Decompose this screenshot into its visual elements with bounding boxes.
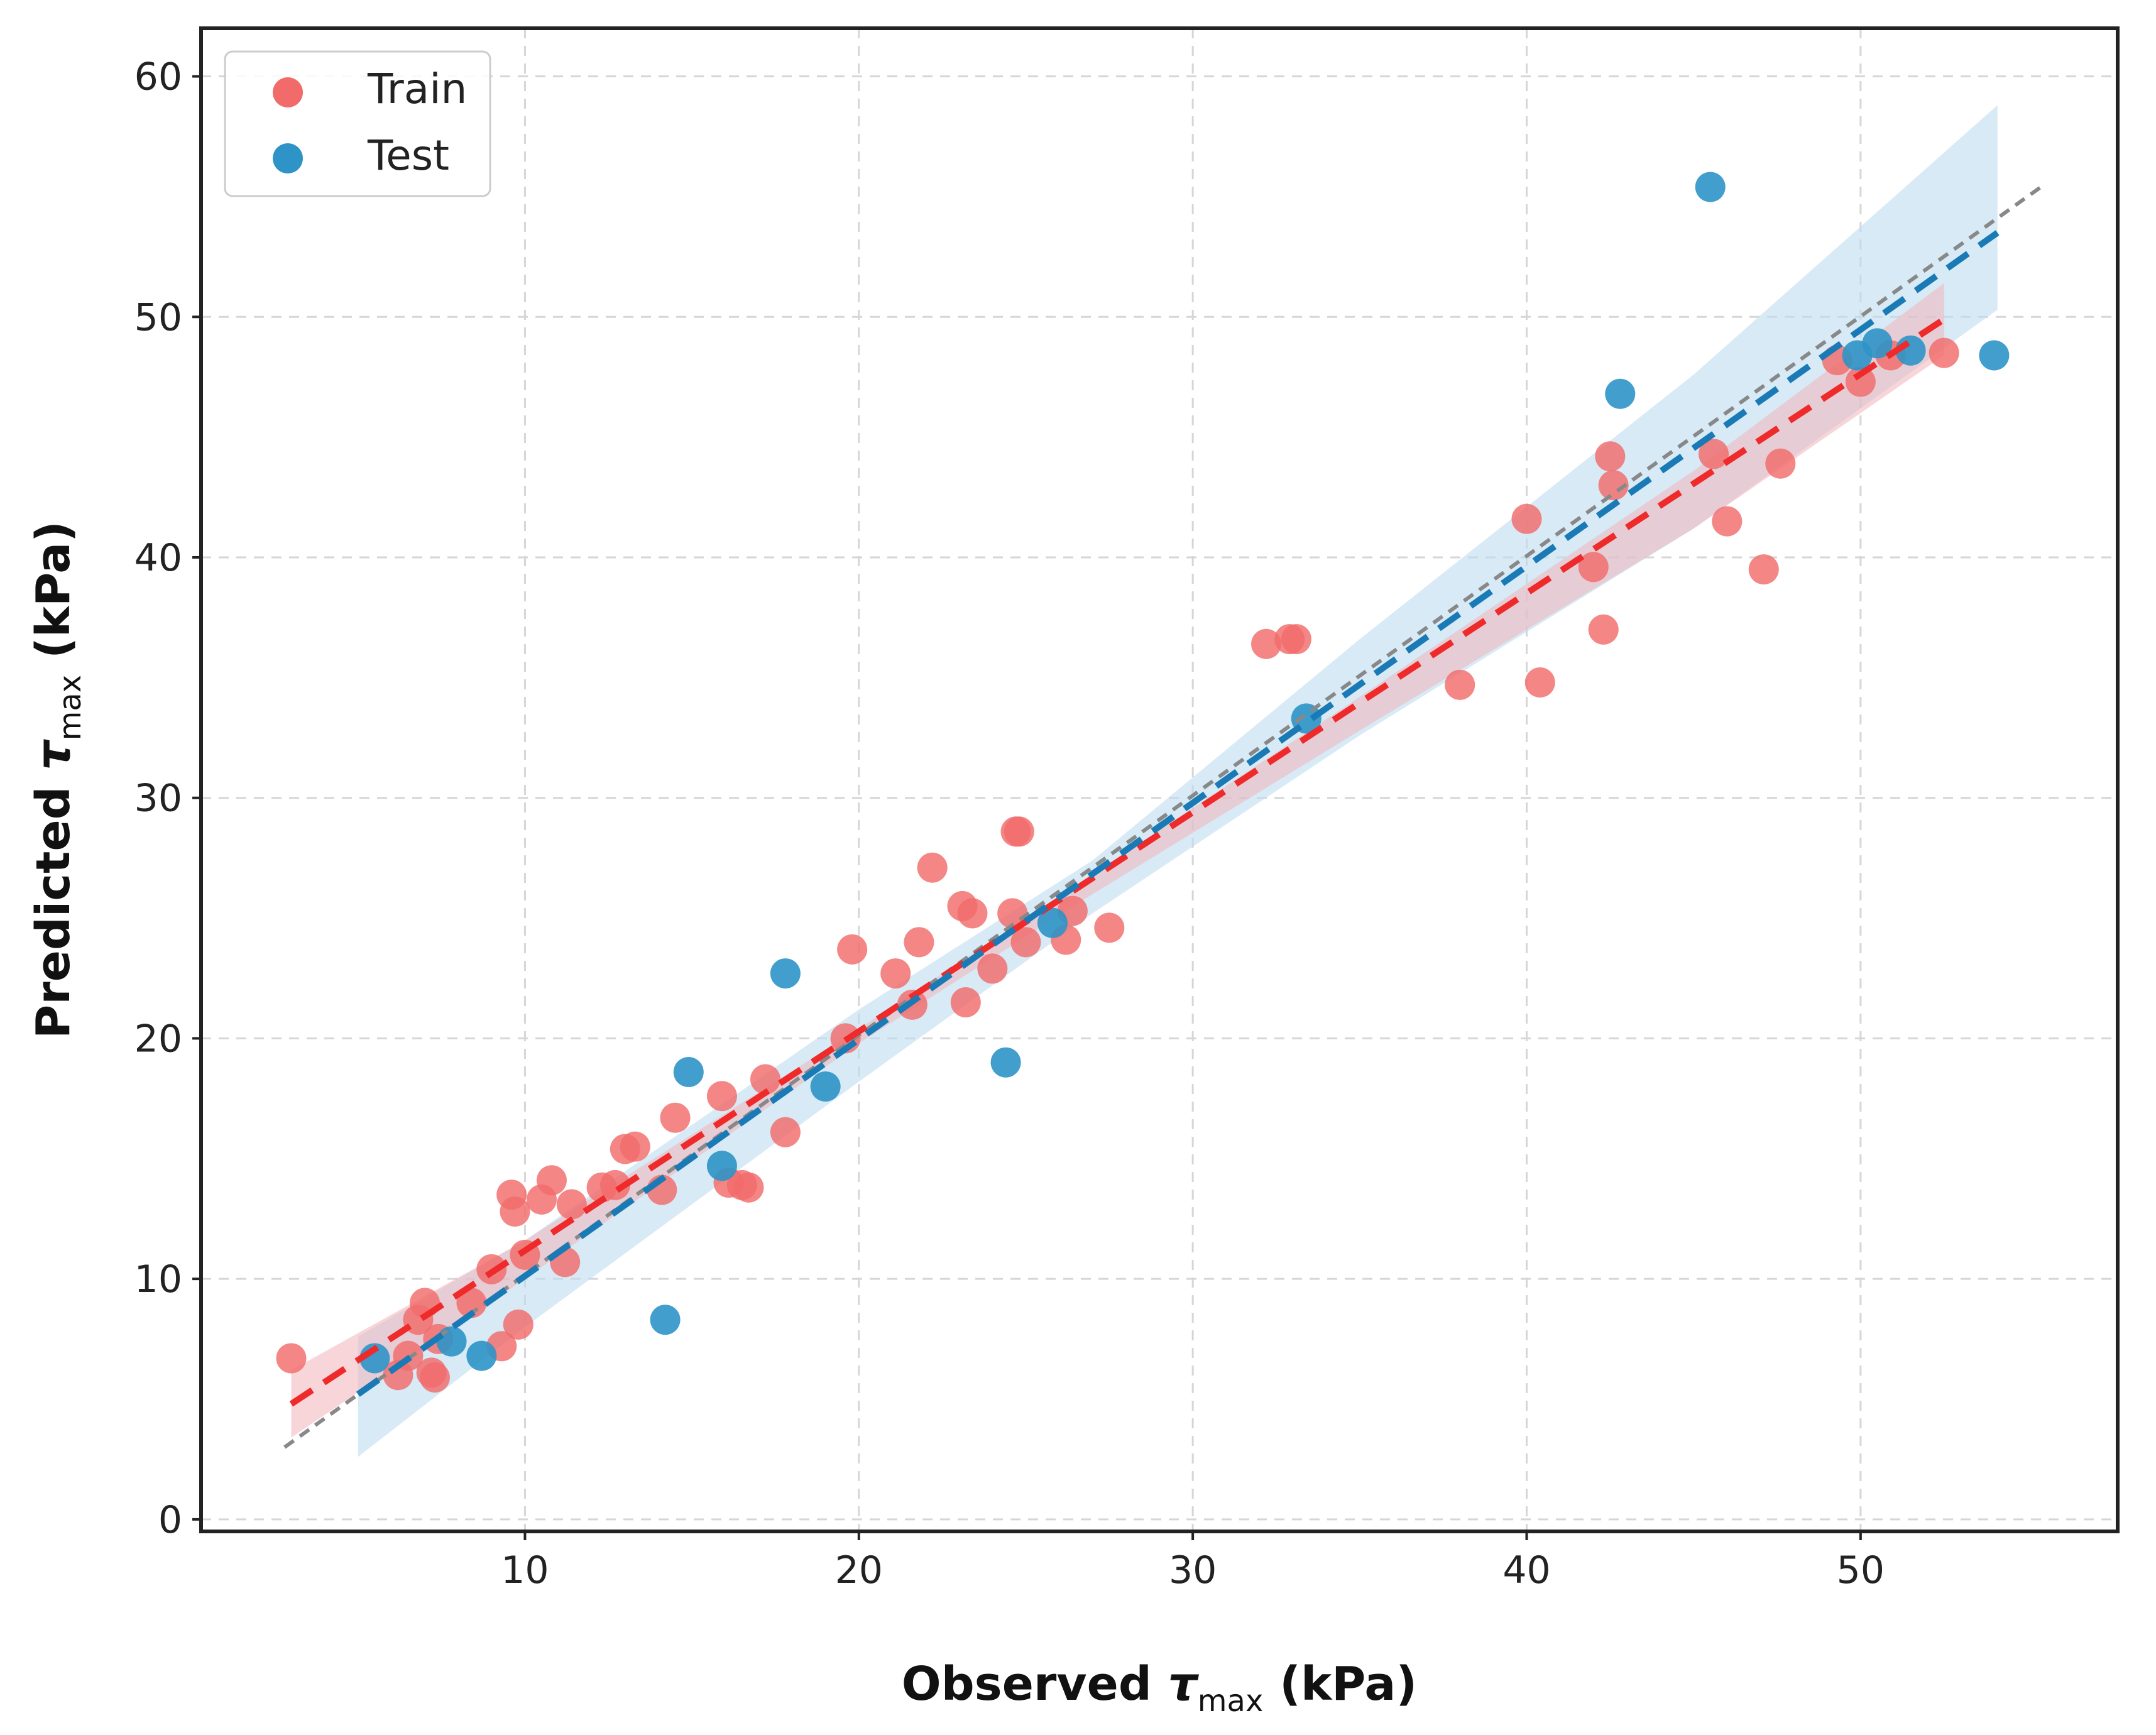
train-point bbox=[1748, 554, 1779, 585]
x-axis-title: Observed τmax (kPa) bbox=[902, 1657, 1417, 1719]
test-point bbox=[1979, 340, 2010, 371]
train-point bbox=[957, 898, 988, 929]
train-point bbox=[750, 1064, 780, 1095]
test-fit-line bbox=[356, 230, 2000, 1397]
legend-train-marker bbox=[273, 77, 303, 107]
axis-ticks: 10 20 30 40 50 0 10 20 30 40 50 60 bbox=[134, 55, 1885, 1592]
y-axis-title-subscript: max bbox=[53, 675, 88, 741]
train-point bbox=[1699, 439, 1729, 469]
legend-train-label: Train bbox=[367, 65, 467, 113]
y-tick-label: 50 bbox=[134, 295, 182, 339]
train-point bbox=[1445, 669, 1475, 700]
train-point bbox=[1281, 624, 1311, 655]
identity-line bbox=[283, 185, 2042, 1449]
test-point bbox=[1862, 328, 1893, 359]
train-point bbox=[1929, 337, 1959, 368]
train-point bbox=[1010, 927, 1041, 958]
test-point bbox=[436, 1326, 467, 1357]
x-tick-label: 20 bbox=[835, 1548, 883, 1592]
train-point bbox=[917, 852, 948, 883]
y-axis-title-unit: (kPa) bbox=[26, 521, 80, 675]
train-point bbox=[419, 1362, 450, 1393]
x-axis-title-subscript: max bbox=[1198, 1683, 1264, 1719]
train-point bbox=[1595, 441, 1626, 472]
train-point bbox=[706, 1081, 737, 1112]
y-tick-label: 0 bbox=[158, 1498, 182, 1542]
train-point bbox=[733, 1172, 764, 1203]
train-point bbox=[977, 953, 1008, 984]
x-axis-title-symbol: τ bbox=[1168, 1657, 1200, 1711]
train-point bbox=[770, 1117, 801, 1147]
train-point bbox=[276, 1343, 307, 1374]
train-point bbox=[503, 1309, 534, 1340]
test-point bbox=[673, 1057, 704, 1088]
fit-lines bbox=[283, 185, 2042, 1449]
train-point bbox=[950, 987, 981, 1018]
test-point bbox=[1695, 172, 1726, 202]
test-point bbox=[1605, 378, 1636, 409]
plot-frame bbox=[199, 26, 2120, 1533]
train-point bbox=[880, 958, 911, 989]
x-tick-label: 30 bbox=[1169, 1548, 1217, 1592]
train-point bbox=[536, 1165, 567, 1196]
test-point bbox=[650, 1305, 681, 1335]
x-tick-label: 50 bbox=[1837, 1548, 1885, 1592]
test-confidence-band bbox=[358, 105, 1998, 1457]
train-point bbox=[500, 1196, 530, 1227]
train-point bbox=[620, 1131, 650, 1162]
x-tick-label: 40 bbox=[1502, 1548, 1550, 1592]
y-axis-title: Predicted τmax (kPa) bbox=[26, 521, 88, 1039]
y-axis-title-prefix: Predicted bbox=[26, 770, 80, 1039]
train-point bbox=[1588, 614, 1619, 645]
train-fit-line bbox=[289, 316, 1946, 1407]
test-point bbox=[810, 1071, 841, 1102]
train-point bbox=[660, 1102, 691, 1133]
test-point bbox=[770, 958, 801, 989]
train-point bbox=[1094, 912, 1125, 943]
x-tick-label: 10 bbox=[501, 1548, 549, 1592]
train-point bbox=[1765, 448, 1796, 479]
train-point bbox=[837, 934, 868, 965]
test-point bbox=[706, 1151, 737, 1181]
y-tick-label: 10 bbox=[134, 1257, 182, 1301]
y-tick-label: 60 bbox=[134, 55, 182, 99]
x-axis-title-unit: (kPa) bbox=[1263, 1657, 1417, 1711]
train-point bbox=[599, 1169, 630, 1200]
test-point bbox=[466, 1340, 497, 1371]
y-tick-label: 20 bbox=[134, 1017, 182, 1061]
train-point bbox=[1524, 667, 1555, 698]
y-tick-label: 40 bbox=[134, 536, 182, 580]
legend-test-marker bbox=[273, 143, 303, 173]
train-point bbox=[1004, 816, 1034, 847]
test-point bbox=[1037, 907, 1068, 938]
train-point bbox=[1511, 503, 1542, 534]
legend: Train Test bbox=[224, 50, 491, 197]
train-point bbox=[556, 1189, 587, 1220]
train-point bbox=[997, 898, 1028, 929]
y-axis-title-symbol: τ bbox=[26, 739, 80, 770]
test-point bbox=[990, 1047, 1021, 1078]
train-point bbox=[1712, 506, 1743, 537]
legend-test-label: Test bbox=[367, 131, 449, 180]
train-point bbox=[904, 927, 934, 958]
train-point bbox=[1251, 628, 1282, 659]
train-point bbox=[1578, 552, 1609, 583]
x-axis-title-prefix: Observed bbox=[902, 1657, 1168, 1711]
y-tick-label: 30 bbox=[134, 777, 182, 821]
train-point bbox=[1845, 366, 1876, 397]
train-point bbox=[456, 1288, 487, 1318]
grid-layer bbox=[201, 28, 2118, 1531]
train-point bbox=[1598, 470, 1629, 501]
